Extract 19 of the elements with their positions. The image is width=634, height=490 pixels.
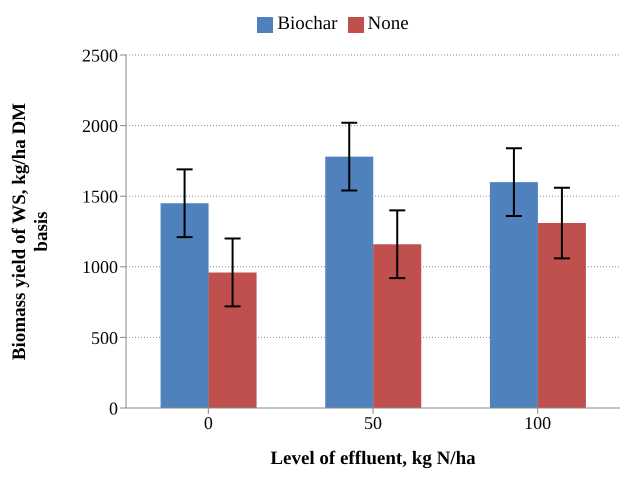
y-tick-label: 1000 xyxy=(82,257,118,278)
bar xyxy=(160,203,209,408)
y-tick-label: 1500 xyxy=(82,186,118,207)
y-axis-title: Biomass yield of WS, kg/ha DM basis xyxy=(9,102,52,360)
bar xyxy=(373,244,422,408)
bar xyxy=(538,223,586,408)
y-tick-label: 2000 xyxy=(82,116,118,136)
bar xyxy=(325,156,374,408)
y-tick-label: 0 xyxy=(109,398,118,418)
y-tick-label: 2500 xyxy=(82,45,118,66)
x-tick-label: 50 xyxy=(364,412,382,433)
bar xyxy=(490,182,538,408)
legend-label: None xyxy=(368,13,409,34)
x-axis-title: Level of effluent, kg N/ha xyxy=(270,448,476,469)
legend-label: Biochar xyxy=(277,13,338,34)
y-tick-label: 500 xyxy=(91,328,118,348)
x-tick-label: 100 xyxy=(524,412,552,433)
x-tick-label: 0 xyxy=(204,412,213,433)
bar xyxy=(208,272,257,408)
